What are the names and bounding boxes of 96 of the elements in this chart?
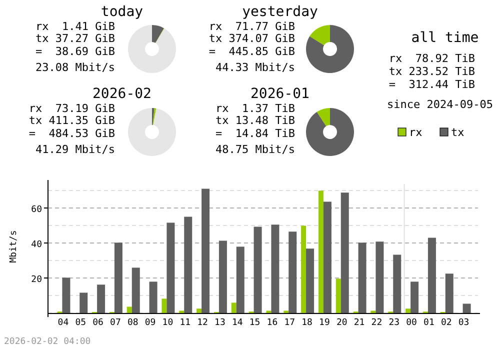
bar (271, 224, 280, 313)
bar (114, 242, 122, 313)
bar (358, 242, 366, 313)
y-axis-title: Mbit/s (9, 230, 19, 263)
text: all time (411, 30, 479, 46)
text: rx 73.19 GiB (28, 102, 116, 115)
x-tick-label: 22 (371, 318, 382, 328)
bar (410, 282, 419, 313)
chart-title: 2026-02 (92, 86, 152, 102)
x-tick-label: 01 (424, 318, 434, 328)
text: tx 37.27 GiB (36, 32, 116, 45)
x-tick-label: 08 (127, 318, 138, 328)
x-tick-label: 21 (354, 318, 365, 328)
bar (393, 254, 402, 313)
bar (428, 238, 436, 313)
text: 41.29 Mbit/s (36, 143, 115, 156)
y-tick-label: 60 (31, 205, 42, 215)
chart-title: 2026-01 (250, 86, 310, 102)
y-tick-label: 20 (31, 275, 42, 285)
bar (202, 188, 210, 313)
x-tick-label: 02 (440, 318, 452, 328)
chart-title: yesterday (242, 4, 318, 20)
text: rx 1.37 TiB (216, 102, 296, 115)
bar (184, 216, 192, 313)
x-tick-label: 05 (75, 318, 86, 328)
bar (196, 308, 202, 313)
x-tick-label: 06 (92, 318, 104, 328)
bar (166, 222, 175, 313)
donut-slice (310, 25, 330, 46)
donut-slice (152, 108, 156, 126)
donut-slice (152, 25, 164, 43)
x-tick-label: 00 (406, 318, 417, 328)
donut-slice (128, 25, 176, 73)
x-tick-label: 19 (319, 318, 330, 328)
x-tick-label: 15 (249, 318, 260, 328)
bar (162, 298, 167, 313)
x-tick-label: 16 (266, 318, 278, 328)
bar (132, 268, 140, 313)
bar (80, 292, 88, 313)
text: rx 78.92 TiB (388, 52, 476, 65)
x-tick-label: 18 (302, 318, 312, 328)
x-tick-label: 17 (284, 318, 296, 328)
bar (231, 302, 236, 313)
text: 44.33 Mbit/s (216, 61, 295, 74)
bar (306, 248, 314, 313)
bar (236, 246, 244, 313)
chart-title: today (100, 4, 144, 20)
text: since 2024-09-05 (387, 98, 493, 111)
y-tick-label: 40 (31, 240, 42, 250)
x-tick-label: 14 (232, 318, 243, 328)
bar (301, 226, 306, 313)
text: tx 13.48 TiB (216, 114, 296, 127)
text: 48.75 Mbit/s (216, 143, 295, 156)
text: = 484.53 GiB (28, 127, 116, 140)
text: rx 71.77 GiB (208, 20, 296, 33)
donut-slice (306, 25, 354, 73)
text: = 445.85 GiB (208, 45, 296, 58)
text: 2026-02-02 04:00 (4, 337, 91, 347)
text: = 312.44 TiB (388, 78, 476, 91)
text: tx 233.52 TiB (388, 65, 476, 78)
x-tick-label: 03 (458, 318, 470, 328)
x-tick-label: 07 (110, 318, 121, 328)
bar (288, 232, 297, 313)
bar (318, 190, 324, 313)
bar (126, 306, 132, 313)
x-tick-label: 13 (214, 318, 226, 328)
bar (462, 304, 471, 313)
text: = 38.69 GiB (36, 45, 116, 58)
text: = 14.84 TiB (216, 127, 296, 140)
donut-slice (306, 108, 354, 156)
bar (340, 192, 349, 313)
bar (376, 242, 384, 313)
donut-slice (316, 108, 330, 126)
x-tick-label: 09 (144, 318, 156, 328)
x-tick-label: 10 (162, 318, 174, 328)
bar (62, 278, 70, 313)
bar (323, 202, 332, 313)
x-tick-label: 20 (336, 318, 348, 328)
bar (336, 278, 341, 313)
text: 23.08 Mbit/s (36, 61, 115, 74)
bar (218, 240, 227, 313)
bar (254, 226, 262, 313)
bar (97, 284, 106, 313)
text: tx 374.07 GiB (208, 32, 296, 45)
text: rx 1.41 GiB (36, 20, 116, 33)
x-tick-label: 23 (388, 318, 400, 328)
text: tx 411.35 GiB (28, 114, 116, 127)
bar (149, 282, 158, 313)
x-tick-label: 12 (197, 318, 208, 328)
x-tick-label: 04 (58, 318, 69, 328)
x-tick-label: 11 (180, 318, 191, 328)
legend-label: tx (451, 126, 465, 139)
bar (445, 274, 454, 313)
bar (406, 308, 411, 313)
legend-label: rx (409, 126, 423, 139)
donut-slice (128, 108, 176, 156)
